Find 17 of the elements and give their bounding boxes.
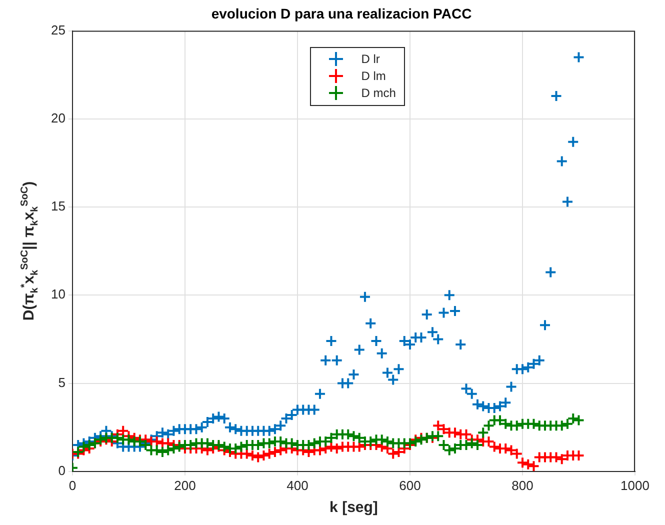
y-tick-label: 10 [50, 286, 66, 302]
x-tick-label: 600 [399, 478, 421, 493]
x-tick-label: 0 [68, 478, 76, 493]
legend-label: D lm [361, 69, 386, 84]
legend-label: D mch [361, 86, 396, 100]
chart-title: evolucion D para una realizacion PACC [211, 5, 472, 22]
y-tick-label: 0 [58, 462, 66, 478]
y-tick-label: 25 [50, 22, 66, 38]
x-tick-label: 800 [512, 478, 534, 493]
x-tick-label: 1000 [620, 478, 650, 493]
x-tick-label: 200 [174, 478, 196, 493]
x-axis-title: k [seg] [330, 499, 378, 516]
x-tick-label: 400 [286, 478, 308, 493]
y-tick-label: 5 [58, 374, 66, 390]
y-tick-label: 15 [50, 198, 66, 214]
y-tick-label: 20 [50, 110, 66, 126]
legend-label: D lr [361, 52, 380, 66]
